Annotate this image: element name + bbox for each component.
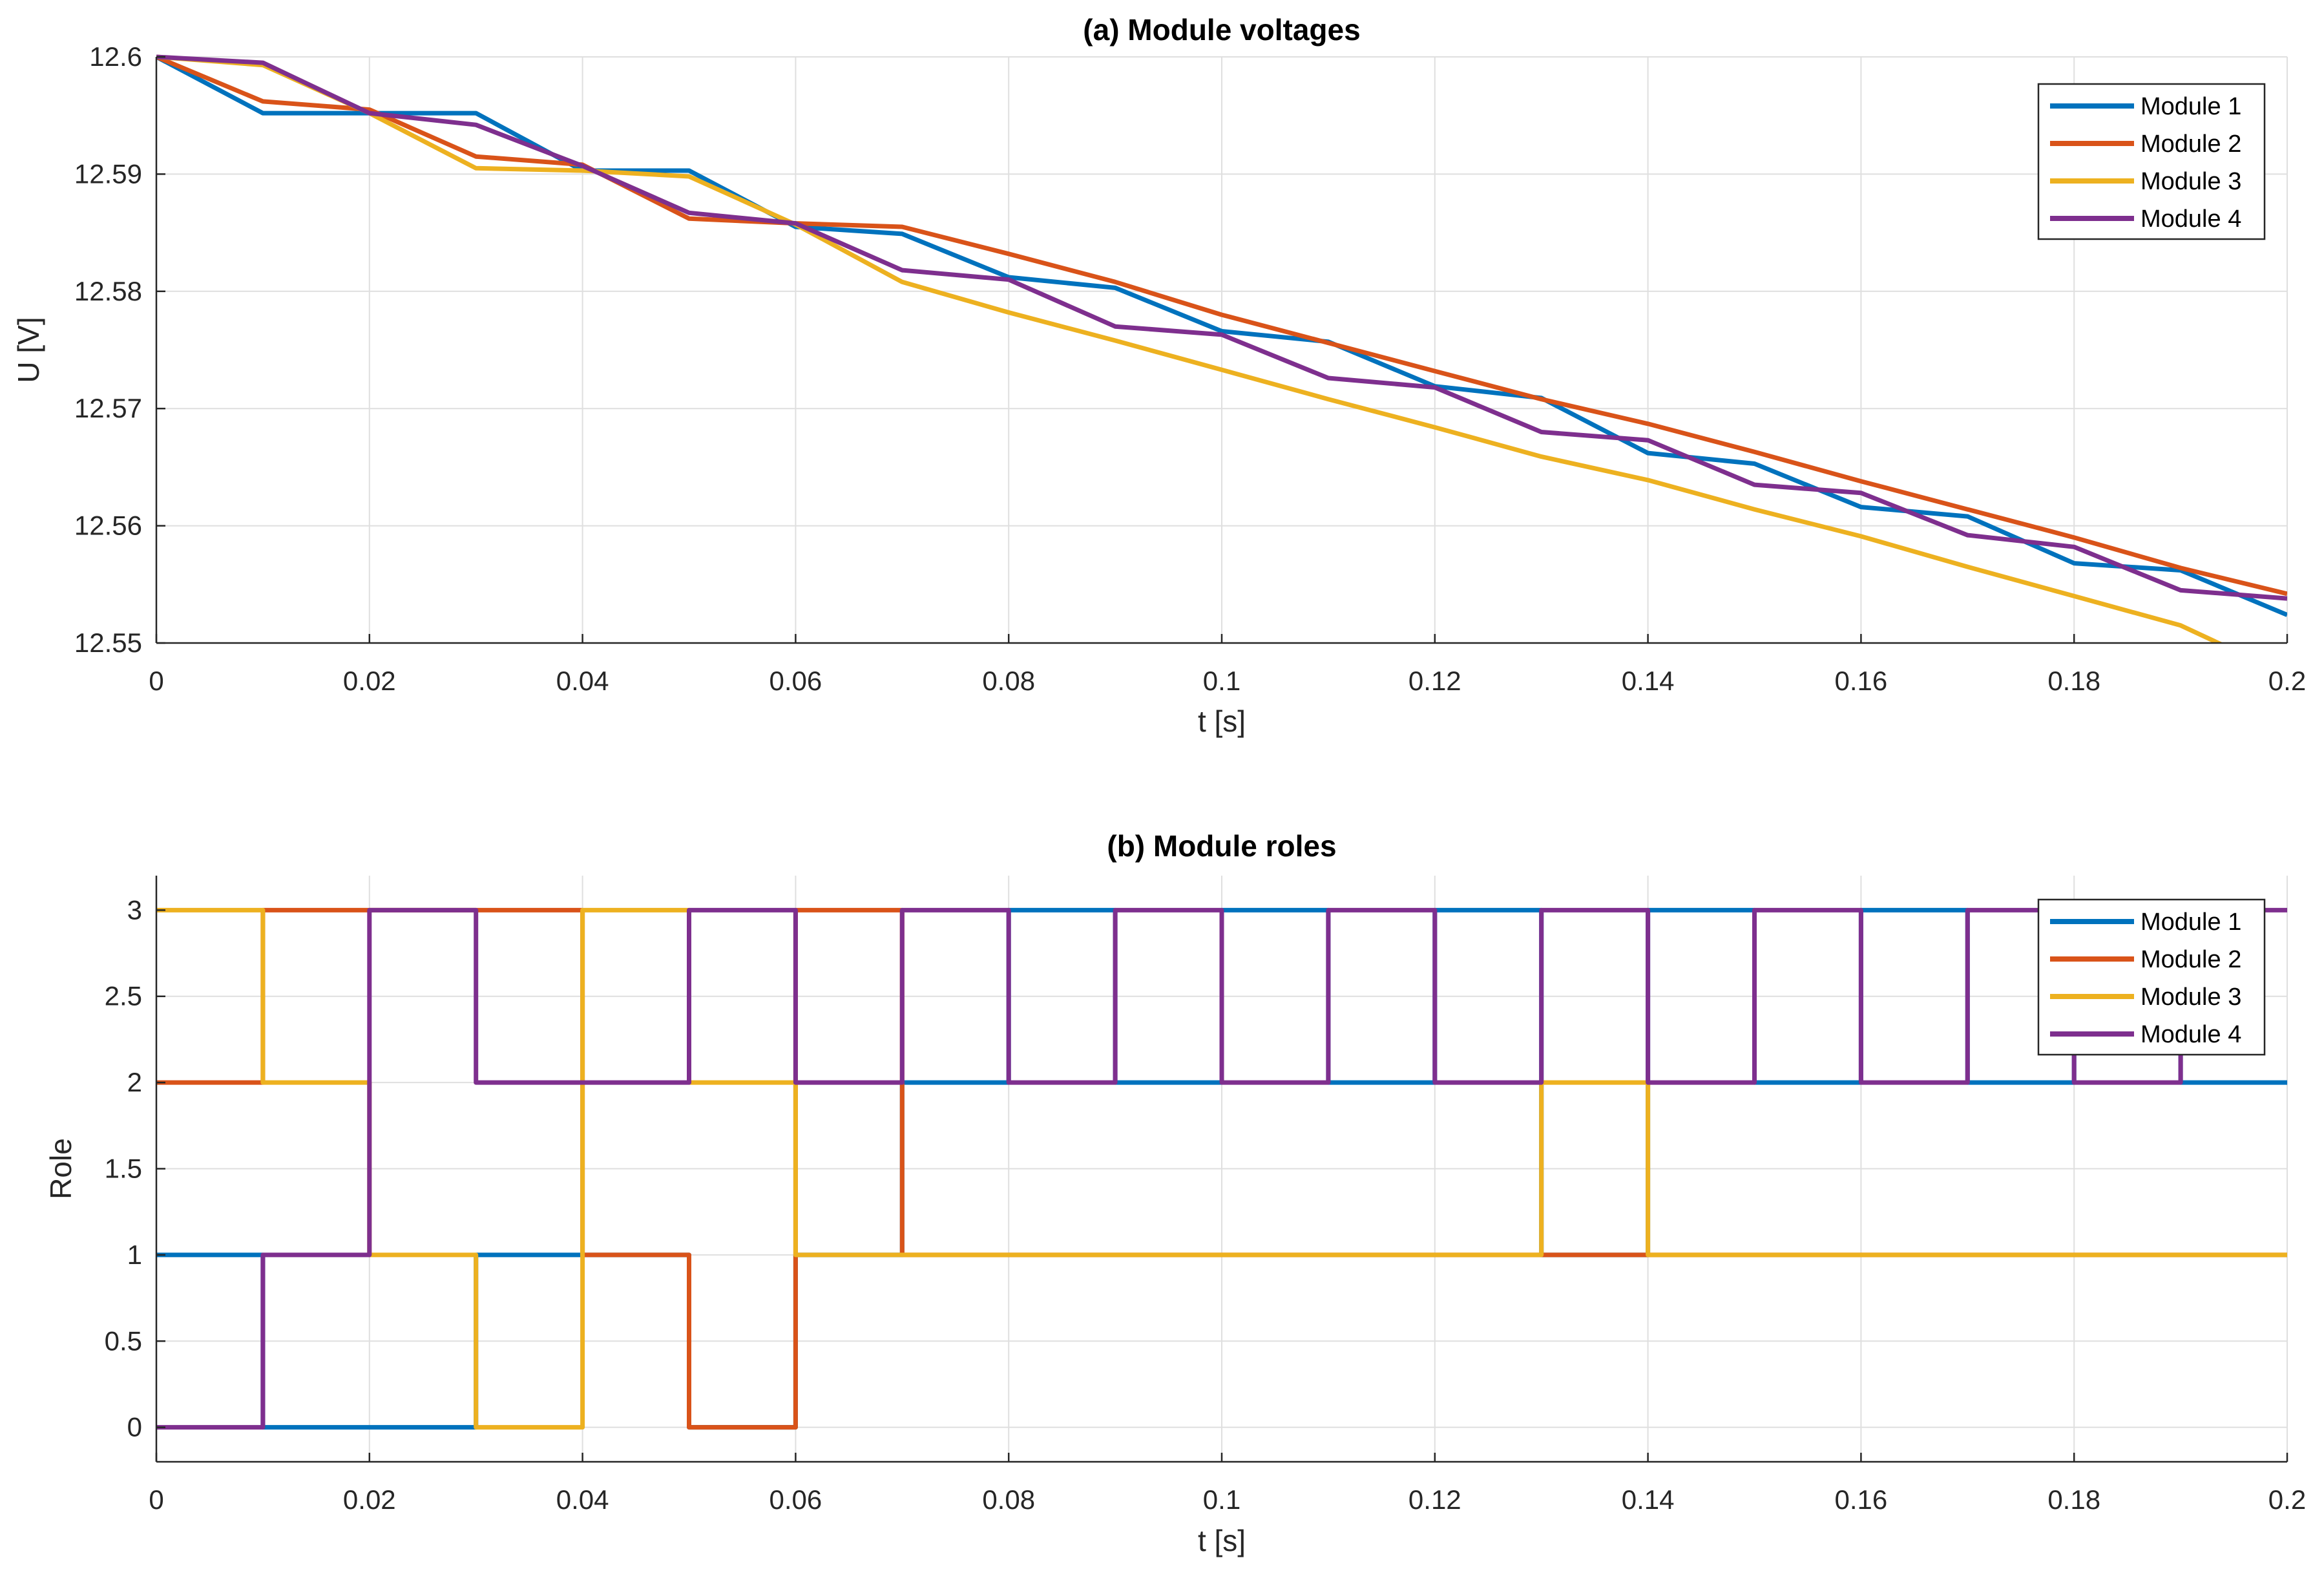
series-line-module-3	[156, 54, 2224, 643]
x-tick-label: 0.1	[1203, 1484, 1241, 1515]
y-tick-label: 12.56	[74, 511, 142, 541]
chart-title: (b) Module roles	[1107, 829, 1336, 863]
legend-label-module-2: Module 2	[2141, 946, 2241, 973]
x-tick-label: 0.04	[556, 666, 609, 696]
legend-label-module-1: Module 1	[2141, 93, 2241, 120]
x-tick-label: 0	[149, 666, 163, 696]
x-tick-label: 0.16	[1835, 1484, 1888, 1515]
x-tick-label: 0.2	[2268, 1484, 2306, 1515]
y-tick-label: 2	[127, 1067, 142, 1097]
series-group	[156, 907, 2287, 1430]
y-tick-label: 12.59	[74, 158, 142, 189]
x-tick-label: 0.12	[1408, 666, 1461, 696]
x-tick-label: 0.2	[2268, 666, 2306, 696]
x-axis-label: t [s]	[1198, 1524, 1246, 1557]
x-tick-label: 0.02	[343, 666, 396, 696]
legend-label-module-2: Module 2	[2141, 131, 2241, 158]
series-line-module-2	[156, 54, 2287, 596]
x-tick-label: 0.14	[1622, 666, 1675, 696]
y-tick-label: 12.57	[74, 393, 142, 423]
y-axis-label: U [V]	[12, 317, 45, 383]
x-tick-label: 0.16	[1835, 666, 1888, 696]
legend: Module 1 Module 2 Module 3 Module 4	[2037, 83, 2266, 240]
roles-panel: 0 0.02 0.04 0.06 0.08 0.1 0.12 0.14 0.16 0.18 0.2 0…	[44, 829, 2306, 1557]
x-tick-label: 0.18	[2047, 1484, 2100, 1515]
legend-label-module-3: Module 3	[2141, 984, 2241, 1011]
x-tick-label: 0.18	[2047, 666, 2100, 696]
legend-label-module-4: Module 4	[2141, 206, 2241, 233]
legend-label-module-3: Module 3	[2141, 168, 2241, 195]
x-tick-label: 0.06	[769, 666, 822, 696]
x-tick-label: 0.14	[1622, 1484, 1675, 1515]
x-tick-label: 0.12	[1408, 1484, 1461, 1515]
series-line-module-3	[156, 907, 2287, 1430]
legend-box	[2037, 898, 2266, 1056]
voltage-panel: 0 0.02 0.04 0.06 0.08 0.1 0.12 0.14 0.16 0.18 0.2 1…	[12, 13, 2306, 738]
x-axis-label: t [s]	[1198, 704, 1246, 738]
y-tick-label: 12.6	[89, 41, 142, 72]
y-tick-label: 1	[127, 1239, 142, 1270]
series-line-module-1	[156, 54, 2287, 617]
y-tick-label: 12.55	[74, 627, 142, 658]
series-line-module-4	[156, 54, 2287, 601]
x-tick-label: 0.08	[982, 666, 1035, 696]
y-tick-label: 2.5	[105, 981, 142, 1011]
y-tick-label: 3	[127, 894, 142, 925]
x-tick-label: 0.1	[1203, 666, 1241, 696]
series-line-module-4	[156, 907, 2287, 1430]
x-tick-label: 0.04	[556, 1484, 609, 1515]
legend-box	[2037, 83, 2266, 240]
x-tick-label: 0	[149, 1484, 163, 1515]
x-tick-label: 0.08	[982, 1484, 1035, 1515]
legend-label-module-1: Module 1	[2141, 909, 2241, 936]
chart-title: (a) Module voltages	[1083, 13, 1360, 47]
x-tick-label: 0.06	[769, 1484, 822, 1515]
y-tick-label: 0.5	[105, 1325, 142, 1356]
y-tick-label: 12.58	[74, 276, 142, 306]
y-tick-label: 1.5	[105, 1154, 142, 1184]
series-group	[156, 54, 2287, 643]
y-tick-label: 0	[127, 1412, 142, 1442]
legend-label-module-4: Module 4	[2141, 1021, 2241, 1048]
x-tick-label: 0.02	[343, 1484, 396, 1515]
legend: Module 1 Module 2 Module 3 Module 4	[2037, 898, 2266, 1056]
y-axis-label: Role	[44, 1138, 78, 1199]
